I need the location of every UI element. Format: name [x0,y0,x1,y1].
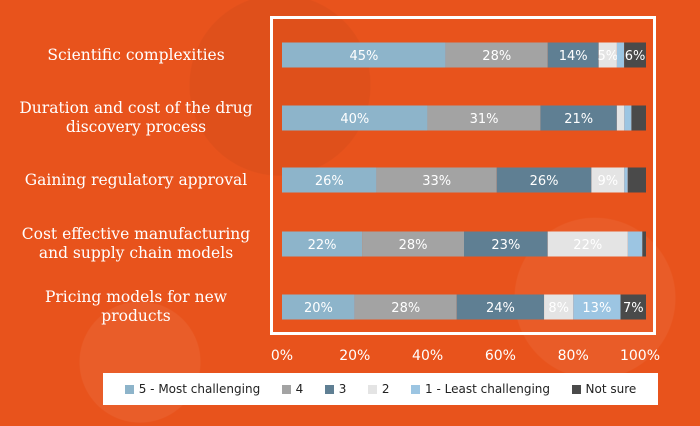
category-label-line: Pricing models for new [44,288,228,306]
bar-segment [627,167,646,193]
bar-segment [496,167,592,193]
bar-segment [616,42,625,68]
data-label: 33% [422,174,451,189]
category-label-line: Gaining regulatory approval [24,170,248,189]
data-label: 20% [304,301,333,316]
data-label: 22% [573,238,602,253]
bar-segment [620,294,646,320]
bar-segment [631,105,646,131]
data-label: 28% [482,49,511,64]
x-tick-label: 80% [558,348,589,364]
legend-label: 3 [338,382,347,396]
data-label: 6% [625,49,646,64]
data-label: 26% [315,174,344,189]
data-label: 14% [559,49,588,64]
bar-segment [445,42,548,68]
legend-item: 2 [367,382,390,396]
legend-label: 5 - Most challenging [138,382,261,396]
category-label-line: Duration and cost of the drug [19,99,253,117]
data-label: 24% [486,301,515,316]
legend-swatch [124,384,134,394]
bar-segment [540,105,617,131]
category-label: Pricing models for new products [6,288,266,326]
data-label: 9% [597,174,618,189]
bar-segment [427,105,541,131]
legend-item: 3 [324,382,347,396]
x-tick-label: 0% [271,348,293,364]
bar-segment [624,167,628,193]
bar-segment [627,231,643,257]
x-tick-label: 20% [339,348,370,364]
data-label: 22% [308,238,337,253]
bar-segment [544,294,574,320]
x-tick-label: 60% [485,348,516,364]
legend-label: 1 - Least challenging [425,382,551,396]
data-label: 28% [391,301,420,316]
legend-item: Not sure [571,382,637,396]
bar-segment [547,231,628,257]
bar-segment [282,167,377,193]
bar-segment [354,294,457,320]
legend-swatch [411,384,421,394]
data-label: 13% [582,301,611,316]
bar-segment [456,294,545,320]
plot-frame [270,16,656,335]
category-label-line: products [101,307,171,325]
chart-legend: 5 - Most challenging 4 3 2 1 - Least challen… [103,373,658,405]
bar-segment [282,105,428,131]
legend-item: 1 - Least challenging [411,382,550,396]
x-tick-label: 100% [620,348,660,364]
data-label: 8% [548,301,569,316]
data-label: 7% [623,301,644,316]
legend-label: 2 [381,382,390,396]
bar-segment [591,167,625,193]
category-label: Gaining regulatory approval [6,171,266,190]
bar-segment [573,294,621,320]
category-label-line: Scientific complexities [47,45,225,64]
bar-segment [624,42,646,68]
bar-segment [376,167,497,193]
data-label: 23% [491,238,520,253]
bar-segment [547,42,599,68]
legend-swatch [281,384,291,394]
data-label: 21% [564,112,593,127]
legend-swatch [571,384,581,394]
category-label-line: and supply chain models [38,244,234,262]
bar-segment [282,42,446,68]
data-label: 31% [470,112,499,127]
bar-segment [624,105,632,131]
legend-swatch [324,384,334,394]
bar-segment [282,294,355,320]
bar-segment [282,231,363,257]
data-label: 26% [530,174,559,189]
category-label: Scientific complexities [6,46,266,65]
bar-segment [362,231,464,257]
legend-swatch [367,384,377,394]
category-label-line: Cost effective manufacturing [21,225,251,243]
bar-segment [616,105,625,131]
bar-segment [598,42,617,68]
bar-segment [464,231,548,257]
data-label: 5% [597,49,618,64]
data-label: 45% [349,49,378,64]
legend-item: 5 - Most challenging [124,382,261,396]
x-tick-label: 40% [412,348,443,364]
category-label: Cost effective manufacturing and supply c… [6,225,266,263]
legend-label: 4 [295,382,304,396]
bar-segment [642,231,646,257]
data-label: 40% [340,112,369,127]
data-label: 28% [399,238,428,253]
category-label-line: discovery process [65,118,207,136]
legend-label: Not sure [585,382,637,396]
category-label: Duration and cost of the drug discovery p… [6,99,266,137]
legend-item: 4 [281,382,304,396]
